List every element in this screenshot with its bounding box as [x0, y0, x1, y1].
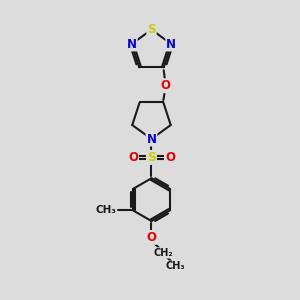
Text: N: N [127, 38, 137, 50]
Text: O: O [160, 79, 170, 92]
Text: CH₃: CH₃ [166, 261, 185, 271]
Text: CH₂: CH₂ [154, 248, 173, 258]
Text: N: N [166, 38, 176, 50]
Text: N: N [146, 133, 157, 146]
Text: O: O [146, 231, 157, 244]
Text: CH₃: CH₃ [96, 205, 117, 215]
Text: S: S [147, 151, 156, 164]
Text: S: S [147, 23, 156, 36]
Text: O: O [128, 151, 138, 164]
Text: O: O [165, 151, 175, 164]
